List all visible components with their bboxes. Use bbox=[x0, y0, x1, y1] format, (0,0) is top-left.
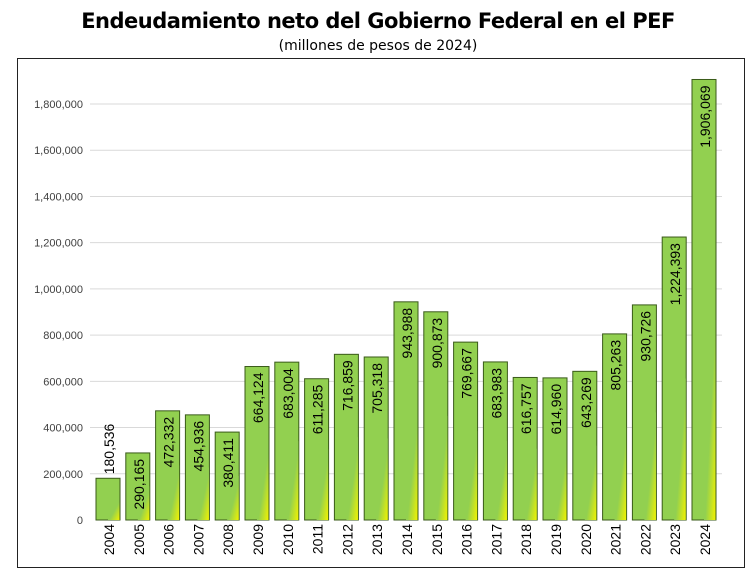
x-tick-label: 2021 bbox=[608, 524, 624, 555]
x-tick-label: 2015 bbox=[429, 524, 445, 555]
x-tick-label: 2022 bbox=[637, 524, 653, 555]
bar-highlight bbox=[197, 467, 209, 520]
data-label: 611,285 bbox=[310, 385, 326, 435]
data-label: 930,726 bbox=[637, 311, 653, 362]
data-label: 683,983 bbox=[488, 368, 504, 419]
data-label: 614,960 bbox=[548, 384, 564, 435]
y-tick-label: 1,400,000 bbox=[34, 191, 83, 203]
bar-highlight bbox=[108, 499, 120, 520]
data-label: 943,988 bbox=[399, 308, 415, 359]
bar-highlight bbox=[167, 465, 180, 520]
x-tick-label: 2004 bbox=[101, 524, 117, 555]
x-tick-label: 2014 bbox=[399, 524, 415, 555]
bar-highlight bbox=[674, 378, 686, 520]
data-label: 769,667 bbox=[459, 348, 475, 399]
data-label: 616,757 bbox=[518, 383, 534, 434]
bar-highlight bbox=[137, 486, 150, 520]
data-label: 1,906,069 bbox=[697, 85, 713, 147]
x-tick-label: 2023 bbox=[667, 524, 683, 555]
data-label: 472,332 bbox=[161, 417, 177, 468]
data-label: 290,165 bbox=[131, 459, 147, 510]
bar-highlight bbox=[614, 426, 627, 520]
bar-highlight bbox=[346, 437, 358, 520]
data-label: 180,536 bbox=[101, 423, 117, 474]
data-label: 454,936 bbox=[190, 421, 206, 472]
chart-subtitle: (millones de pesos de 2024) bbox=[278, 38, 478, 54]
bar-highlight bbox=[257, 443, 269, 520]
bar-highlight bbox=[555, 448, 567, 520]
data-label: 900,873 bbox=[429, 318, 445, 369]
x-tick-label: 2006 bbox=[161, 524, 177, 555]
y-tick-label: 400,000 bbox=[43, 423, 83, 435]
y-tick-label: 1,200,000 bbox=[34, 238, 83, 250]
data-label: 805,263 bbox=[608, 340, 624, 391]
x-tick-label: 2016 bbox=[459, 524, 475, 555]
y-tick-label: 1,800,000 bbox=[34, 99, 83, 111]
x-tick-label: 2010 bbox=[280, 524, 296, 555]
x-tick-label: 2019 bbox=[548, 524, 564, 555]
x-tick-label: 2005 bbox=[131, 524, 147, 555]
plot-frame bbox=[17, 58, 745, 568]
data-label: 716,859 bbox=[339, 360, 355, 411]
y-tick-label: 1,000,000 bbox=[34, 284, 83, 296]
bar-highlight bbox=[465, 431, 478, 520]
x-tick-label: 2013 bbox=[369, 524, 385, 555]
x-tick-label: 2024 bbox=[697, 524, 713, 555]
bar-highlight bbox=[376, 438, 388, 520]
y-tick-label: 1,600,000 bbox=[34, 145, 83, 157]
x-tick-label: 2012 bbox=[339, 524, 355, 555]
data-label: 683,004 bbox=[280, 368, 296, 419]
data-label: 1,224,393 bbox=[667, 243, 683, 305]
bar-highlight bbox=[227, 476, 239, 520]
x-tick-label: 2011 bbox=[310, 524, 326, 554]
bar-highlight bbox=[316, 449, 329, 520]
y-tick-label: 200,000 bbox=[43, 469, 83, 481]
data-label: 643,269 bbox=[578, 377, 594, 428]
bar-highlight bbox=[644, 412, 656, 520]
x-tick-label: 2018 bbox=[518, 524, 534, 555]
bar-highlight bbox=[286, 441, 299, 520]
x-tick-label: 2017 bbox=[488, 524, 504, 555]
x-tick-label: 2008 bbox=[220, 524, 236, 555]
bar-highlight bbox=[584, 445, 597, 520]
y-tick-label: 600,000 bbox=[43, 376, 83, 388]
y-tick-label: 800,000 bbox=[43, 330, 83, 342]
x-tick-label: 2020 bbox=[578, 524, 594, 555]
data-label: 664,124 bbox=[250, 372, 266, 423]
x-tick-label: 2007 bbox=[190, 524, 206, 555]
data-label: 705,318 bbox=[369, 363, 385, 414]
x-tick-label: 2009 bbox=[250, 524, 266, 555]
data-label: 380,411 bbox=[220, 438, 236, 488]
bar-highlight bbox=[435, 415, 448, 520]
bar-highlight bbox=[525, 448, 537, 520]
y-tick-label: 0 bbox=[77, 515, 83, 527]
bar-highlight bbox=[495, 440, 507, 520]
bar-highlight bbox=[406, 410, 418, 520]
bar-highlight bbox=[704, 299, 716, 520]
chart-title: Endeudamiento neto del Gobierno Federal … bbox=[81, 9, 675, 33]
